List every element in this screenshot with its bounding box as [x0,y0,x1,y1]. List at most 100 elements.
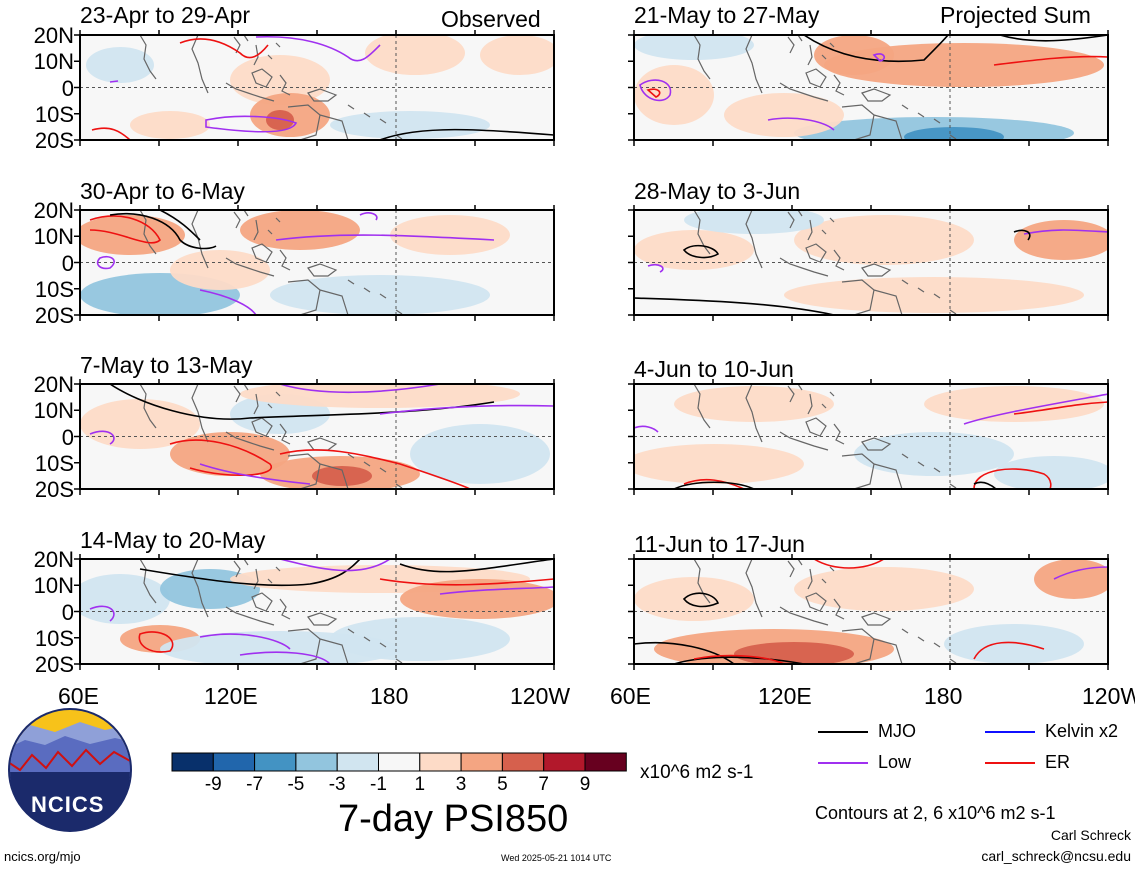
coastline [233,560,241,578]
lat-label: 10S [34,101,74,127]
anomaly-shading [944,624,1084,664]
legend-label-kelvin: Kelvin x2 [1045,721,1119,741]
anomaly-shading [634,35,754,60]
coastline [787,211,795,229]
coastline [379,467,387,473]
contour-line [1013,401,1108,415]
colorbar-swatch [378,752,421,772]
anomaly-shading [330,111,490,139]
coastline [861,437,892,451]
contour-line [379,404,554,415]
contour-line [179,38,269,59]
coastline [807,568,813,590]
coastline [779,257,829,277]
anomaly-shading [724,93,844,137]
anomaly-shading [390,215,510,255]
anomaly-shading [230,55,330,105]
coastline [225,431,275,451]
coastline [917,636,925,642]
contour-line [1013,229,1031,241]
coastline [251,592,273,612]
anomaly-shading [312,466,372,486]
contour-line [993,55,1108,66]
contour-legend [818,731,1035,764]
coastline [693,35,711,80]
coastline [395,658,403,664]
coastline [745,384,763,443]
contour-line [279,384,441,394]
coastline [139,384,157,429]
contour-line [255,35,381,62]
contour-line [275,234,495,241]
anomaly-shading [410,424,550,484]
coastline [253,219,259,241]
coastline [805,417,827,437]
panel-4-title: 28-May to 3-Jun [634,178,801,204]
coastline [829,566,835,572]
coastline [821,229,827,235]
contour-line [973,468,1052,489]
legend-label-mjo: MJO [878,721,916,741]
contour-line [379,128,554,140]
lat-label: 20N [33,372,74,397]
contour-line [89,430,115,445]
coastline [267,54,273,60]
coastline [901,628,909,634]
coastline [829,217,835,223]
coastline [833,249,845,271]
contour-line [682,244,720,259]
lat-label: 10S [34,625,74,651]
contour-line [683,478,745,489]
contour-line [1053,566,1108,580]
contour-line [205,115,298,133]
lon-label-60e-left: 60E [58,683,99,709]
lat-label: 10N [33,573,74,599]
lat-label: 0 [61,599,74,625]
coastline [833,598,845,620]
contour-line [767,117,835,131]
coastline [901,279,909,285]
lat-label: 10S [34,276,74,302]
anomaly-shading [634,577,754,621]
contour-line [109,212,217,250]
contour-line [138,631,174,653]
anomaly-shading [80,574,170,624]
contour-line [109,80,119,83]
coastline [873,289,903,315]
coastline [933,467,941,473]
coastline [307,88,338,102]
coastline [829,42,835,48]
colorbar [171,752,627,772]
coastline [225,257,275,277]
contour-line [89,215,161,244]
lon-label-180-left: 180 [370,683,409,709]
coastline [833,423,845,445]
panel-2-title: 21-May to 27-May [634,2,820,28]
map-panel-7 [74,554,555,670]
lat-label: 20S [34,652,74,677]
lat-label: 20S [34,477,74,502]
coastline [319,463,349,489]
colorbar-swatch [584,752,627,772]
contour-line [89,605,115,622]
lat-label: 10N [33,398,74,424]
lat-label: 20S [34,303,74,328]
coastline [873,638,903,664]
coastline [225,606,275,626]
contour-line [673,656,805,664]
figure-title: 7-day PSI850 [338,798,569,840]
lon-label-120e-right: 120E [758,683,812,709]
colorbar-tick-label: 1 [414,774,426,795]
coastline [901,104,909,110]
coastline [833,74,845,96]
coastline [363,112,371,118]
lat-label: 0 [61,424,74,450]
coastline [279,598,291,620]
anomaly-shading [480,35,554,75]
coastline [861,88,892,102]
coastline [807,219,813,241]
coastline [347,279,355,285]
anomaly-shading [784,277,1084,313]
coastline [949,309,957,315]
author-name: Carl Schreck [1050,827,1131,843]
